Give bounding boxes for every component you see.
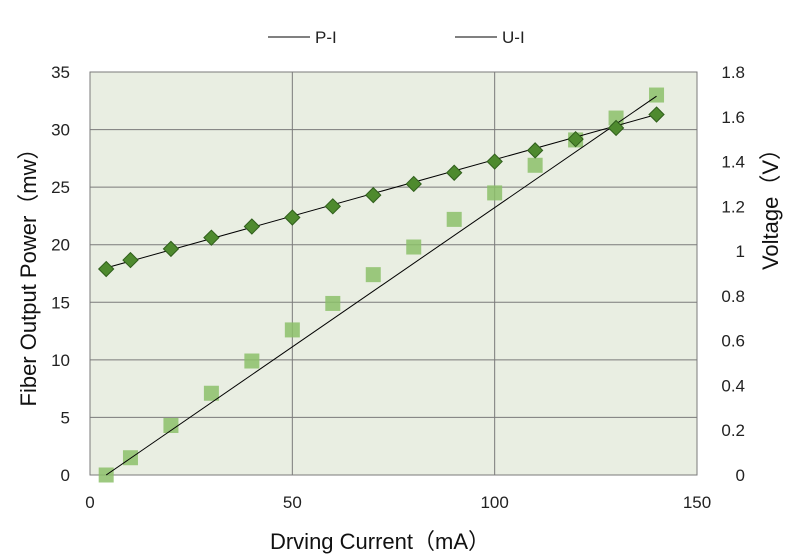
y-right-tick-label: 1.8	[721, 63, 745, 82]
fit-line-power	[105, 95, 657, 476]
voltage-marker	[203, 229, 220, 246]
y-right-tick-label: 0.2	[721, 421, 745, 440]
x-axis-title: Drving Current（mA）	[270, 529, 490, 554]
voltage-marker	[365, 186, 382, 204]
y-right-tick-label: 1.4	[721, 153, 745, 172]
y-left-tick-labels: 0 5 10 15 20 25 30 35	[51, 63, 70, 485]
legend: P-I U-I	[268, 28, 525, 47]
fit-line-voltage	[106, 114, 657, 269]
power-marker	[325, 295, 341, 311]
y-left-tick-label: 0	[61, 466, 70, 485]
power-marker	[527, 157, 543, 173]
y-left-tick-label: 20	[51, 236, 70, 255]
y-right-tick-label: 1.6	[721, 108, 745, 127]
y-right-tick-label: 0.4	[721, 376, 745, 395]
power-marker	[203, 385, 219, 401]
y-left-axis-title: Fiber Output Power（mw）	[16, 138, 41, 407]
power-marker	[446, 211, 462, 227]
voltage-marker	[243, 218, 261, 235]
x-tick-label: 150	[683, 493, 711, 512]
power-marker	[365, 267, 381, 283]
voltage-marker	[284, 209, 301, 226]
y-left-tick-label: 35	[51, 63, 70, 82]
plot-frame	[89, 71, 698, 476]
legend-label-voltage: U-I	[502, 28, 525, 47]
y-right-tick-labels: 0 0.2 0.4 0.6 0.8 1 1.2 1.4 1.6 1.8	[721, 63, 745, 485]
y-right-tick-label: 0	[736, 466, 745, 485]
voltage-marker	[97, 260, 115, 278]
power-marker	[244, 353, 260, 369]
voltage-marker	[607, 119, 625, 137]
voltage-marker	[324, 198, 342, 215]
power-marker	[406, 239, 422, 255]
voltage-marker	[162, 240, 180, 258]
y-left-tick-label: 15	[51, 293, 70, 312]
fit-lines	[105, 95, 657, 476]
y-right-tick-label: 0.6	[721, 332, 745, 351]
voltage-marker	[405, 175, 422, 193]
y-right-tick-label: 1.2	[721, 197, 745, 216]
power-marker	[163, 417, 179, 433]
voltage-marker	[567, 130, 584, 148]
voltage-marker	[122, 251, 139, 269]
y-left-tick-label: 30	[51, 121, 70, 140]
y-left-tick-label: 10	[51, 351, 70, 370]
plot-area	[90, 72, 697, 475]
power-marker	[487, 185, 503, 201]
x-tick-labels: 0 50 100 150	[85, 493, 711, 512]
x-tick-label: 50	[283, 493, 302, 512]
y-right-tick-label: 1	[736, 242, 745, 261]
y-left-tick-label: 25	[51, 178, 70, 197]
voltage-markers	[97, 106, 665, 278]
voltage-marker	[486, 153, 503, 170]
y-right-axis-title: Voltage（V）	[758, 138, 783, 270]
x-tick-label: 100	[480, 493, 508, 512]
voltage-marker	[648, 106, 665, 123]
voltage-marker	[526, 142, 544, 159]
legend-label-power: P-I	[315, 28, 337, 47]
y-left-tick-label: 5	[61, 408, 70, 427]
y-right-tick-label: 0.8	[721, 287, 745, 306]
voltage-marker	[445, 164, 463, 181]
x-tick-label: 0	[85, 493, 94, 512]
power-marker	[284, 322, 300, 338]
